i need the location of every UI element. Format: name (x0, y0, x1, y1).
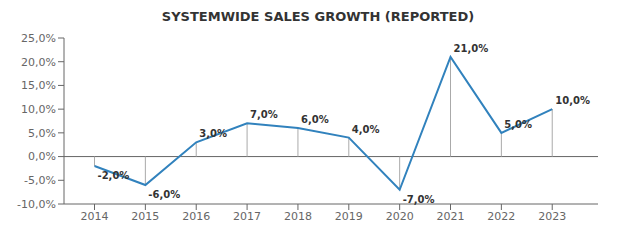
svg-text:5,0%: 5,0% (504, 119, 532, 130)
svg-text:2019: 2019 (335, 210, 363, 223)
svg-text:2014: 2014 (81, 210, 109, 223)
svg-text:6,0%: 6,0% (301, 114, 329, 125)
svg-text:20,0%: 20,0% (21, 56, 56, 69)
svg-text:-2,0%: -2,0% (98, 170, 130, 181)
svg-text:2018: 2018 (284, 210, 312, 223)
svg-text:-10,0%: -10,0% (17, 198, 56, 211)
svg-text:3,0%: 3,0% (199, 128, 227, 139)
svg-text:2020: 2020 (386, 210, 414, 223)
svg-text:0,0%: 0,0% (28, 150, 56, 163)
svg-text:-7,0%: -7,0% (403, 194, 435, 205)
svg-text:2023: 2023 (538, 210, 566, 223)
svg-text:5,0%: 5,0% (28, 127, 56, 140)
svg-text:2021: 2021 (437, 210, 465, 223)
svg-text:10,0%: 10,0% (21, 103, 56, 116)
svg-text:7,0%: 7,0% (250, 109, 278, 120)
svg-text:-5,0%: -5,0% (24, 174, 56, 187)
svg-text:15,0%: 15,0% (21, 79, 56, 92)
svg-text:21,0%: 21,0% (454, 43, 489, 54)
svg-text:2015: 2015 (131, 210, 159, 223)
svg-text:2022: 2022 (487, 210, 515, 223)
svg-text:2016: 2016 (182, 210, 210, 223)
svg-text:-6,0%: -6,0% (148, 189, 180, 200)
svg-text:25,0%: 25,0% (21, 32, 56, 45)
svg-text:10,0%: 10,0% (555, 95, 590, 106)
svg-text:4,0%: 4,0% (352, 124, 380, 135)
svg-text:2017: 2017 (233, 210, 261, 223)
html-text:SYSTEMWIDE SALES GROWTH (REPOR: SYSTEMWIDE SALES GROWTH (REPORTED) (161, 9, 475, 24)
